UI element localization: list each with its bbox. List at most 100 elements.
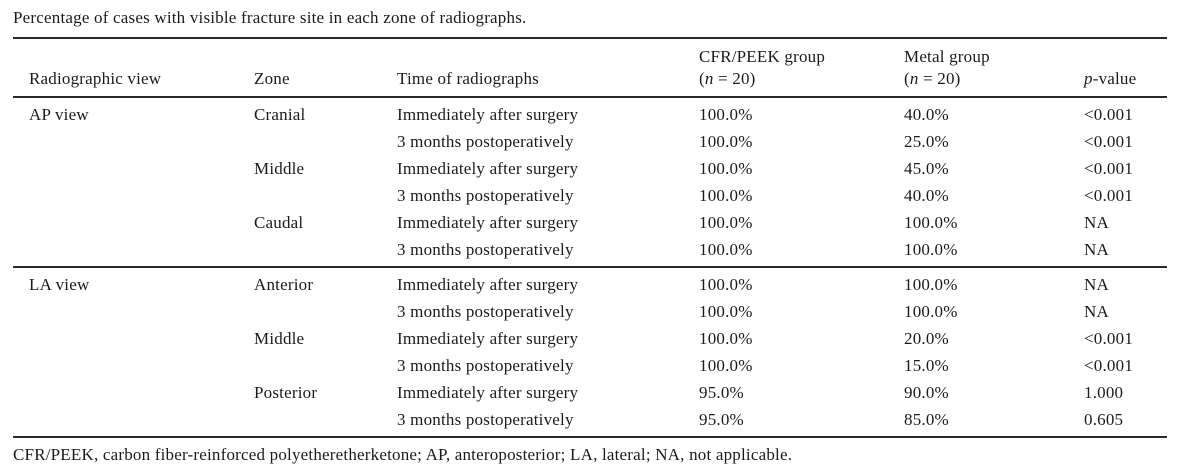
cell-cfr-peek: 100.0% [699, 159, 753, 178]
table-row: 3 months postoperatively 95.0% 85.0% 0.6… [13, 406, 1167, 436]
cell-time: Immediately after surgery [397, 105, 579, 124]
cell-metal: 20.0% [904, 329, 949, 348]
cell-view [13, 352, 254, 379]
cell-time: Immediately after surgery [397, 213, 579, 232]
cell-zone: Middle [254, 159, 305, 178]
cell-time: 3 months postoperatively [397, 240, 574, 259]
table-row: Posterior Immediately after surgery 95.0… [13, 379, 1167, 406]
metal-sample-size: (n = 20) [904, 69, 961, 88]
cell-metal: 100.0% [904, 302, 958, 321]
cell-cfr-peek: 100.0% [699, 302, 753, 321]
cell-zone: Anterior [254, 275, 314, 294]
cell-metal: 100.0% [904, 213, 958, 232]
cell-p-value: <0.001 [1084, 186, 1134, 205]
table-row: 3 months postoperatively 100.0% 40.0% <0… [13, 182, 1167, 209]
radiograph-results-table: Radiographic view Zone Time of radiograp… [13, 37, 1167, 436]
table-footnote: CFR/PEEK, carbon fiber-reinforced polyet… [13, 436, 1167, 466]
cell-cfr-peek: 95.0% [699, 383, 744, 402]
table-row: 3 months postoperatively 100.0% 100.0% N… [13, 236, 1167, 267]
cell-view: AP view [29, 105, 89, 124]
cell-p-value: NA [1084, 302, 1109, 321]
n-symbol: n [704, 69, 714, 88]
cell-time: 3 months postoperatively [397, 186, 574, 205]
col-header-radiographic-view: Radiographic view [29, 69, 162, 88]
cfr-peek-group-label: CFR/PEEK group [699, 47, 826, 66]
cell-p-value: <0.001 [1084, 159, 1134, 178]
cell-metal: 40.0% [904, 186, 949, 205]
cell-view [13, 325, 254, 352]
cell-view [13, 406, 254, 436]
cell-view [13, 182, 254, 209]
cell-metal: 100.0% [904, 240, 958, 259]
cfr-peek-sample-size: (n = 20) [699, 69, 756, 88]
cell-metal: 85.0% [904, 410, 949, 429]
cell-p-value: NA [1084, 240, 1109, 259]
cell-cfr-peek: 100.0% [699, 132, 753, 151]
cell-p-value: <0.001 [1084, 329, 1134, 348]
cell-metal: 45.0% [904, 159, 949, 178]
cell-time: Immediately after surgery [397, 329, 579, 348]
cell-metal: 25.0% [904, 132, 949, 151]
cell-time: 3 months postoperatively [397, 302, 574, 321]
cell-cfr-peek: 100.0% [699, 213, 753, 232]
cell-time: 3 months postoperatively [397, 132, 574, 151]
table-header-row: Radiographic view Zone Time of radiograp… [13, 38, 1167, 97]
cell-view [13, 155, 254, 182]
cell-zone: Cranial [254, 105, 306, 124]
cell-zone: Middle [254, 329, 305, 348]
cell-view [13, 236, 254, 267]
p-symbol: p [1084, 69, 1093, 88]
col-header-metal-group: Metal group (n = 20) [904, 38, 1084, 97]
table-row: 3 months postoperatively 100.0% 15.0% <0… [13, 352, 1167, 379]
metal-group-label: Metal group [904, 47, 990, 66]
cell-p-value: <0.001 [1084, 132, 1134, 151]
cell-zone [254, 298, 397, 325]
cell-cfr-peek: 100.0% [699, 240, 753, 259]
cell-zone [254, 128, 397, 155]
cell-view [13, 209, 254, 236]
cell-cfr-peek: 100.0% [699, 356, 753, 375]
cell-metal: 90.0% [904, 383, 949, 402]
cell-p-value: NA [1084, 213, 1109, 232]
cell-p-value: 1.000 [1084, 383, 1124, 402]
cell-view [13, 298, 254, 325]
table-row: Caudal Immediately after surgery 100.0% … [13, 209, 1167, 236]
cell-p-value: 0.605 [1084, 410, 1124, 429]
cell-metal: 40.0% [904, 105, 949, 124]
cell-time: 3 months postoperatively [397, 410, 574, 429]
cell-metal: 15.0% [904, 356, 949, 375]
cell-p-value: <0.001 [1084, 356, 1134, 375]
cell-zone: Caudal [254, 213, 304, 232]
cell-cfr-peek: 100.0% [699, 329, 753, 348]
table-caption: Percentage of cases with visible fractur… [13, 8, 527, 27]
col-header-time: Time of radiographs [397, 69, 539, 88]
col-header-cfr-peek-group: CFR/PEEK group (n = 20) [699, 38, 904, 97]
cell-view: LA view [29, 275, 90, 294]
table-row: AP view Cranial Immediately after surger… [13, 97, 1167, 128]
cell-cfr-peek: 95.0% [699, 410, 744, 429]
cell-cfr-peek: 100.0% [699, 186, 753, 205]
cell-cfr-peek: 100.0% [699, 275, 753, 294]
cell-zone [254, 406, 397, 436]
table-row: LA view Anterior Immediately after surge… [13, 267, 1167, 298]
table-row: 3 months postoperatively 100.0% 25.0% <0… [13, 128, 1167, 155]
cell-view [13, 379, 254, 406]
table-row: Middle Immediately after surgery 100.0% … [13, 325, 1167, 352]
section-la-view: LA view Anterior Immediately after surge… [13, 267, 1167, 436]
n-symbol: n [909, 69, 919, 88]
cell-time: Immediately after surgery [397, 383, 579, 402]
section-ap-view: AP view Cranial Immediately after surger… [13, 97, 1167, 267]
table-row: 3 months postoperatively 100.0% 100.0% N… [13, 298, 1167, 325]
cell-zone [254, 182, 397, 209]
cell-zone [254, 236, 397, 267]
cell-cfr-peek: 100.0% [699, 105, 753, 124]
cell-p-value: <0.001 [1084, 105, 1134, 124]
col-header-p-value: p-value [1084, 69, 1137, 88]
cell-time: Immediately after surgery [397, 159, 579, 178]
cell-p-value: NA [1084, 275, 1109, 294]
cell-time: Immediately after surgery [397, 275, 579, 294]
cell-metal: 100.0% [904, 275, 958, 294]
col-header-zone: Zone [254, 69, 290, 88]
cell-time: 3 months postoperatively [397, 356, 574, 375]
